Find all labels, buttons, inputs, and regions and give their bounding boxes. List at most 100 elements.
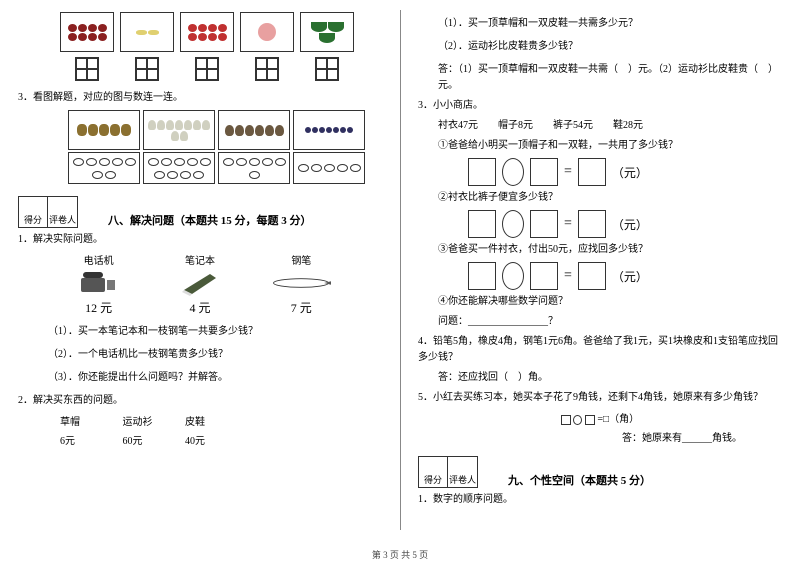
eq5-row[interactable]: =□（角）: [418, 410, 782, 425]
page-footer: 第 3 页 共 5 页: [0, 548, 800, 561]
oval-box-3: [218, 152, 290, 184]
eq-square[interactable]: [468, 210, 496, 238]
picture-match-row: [68, 110, 382, 150]
score-cell-1[interactable]: 得分: [18, 196, 48, 228]
q8-2-text: 2．解决买东西的问题。: [18, 393, 382, 409]
sub-q-21: （1）．买一顶草帽和一双皮鞋一共需多少元？: [438, 16, 782, 31]
q3-1: ①爸爸给小明买一顶帽子和一双鞋，一共用了多少钱？: [438, 138, 782, 154]
shop-header: 草帽 运动衫 皮鞋: [60, 413, 382, 428]
eq-square[interactable]: [578, 158, 606, 186]
phone-icon: [69, 269, 129, 297]
item-price-3: 7 元: [256, 299, 346, 316]
sub-q-22: （2）．运动衫比皮鞋贵多少钱？: [438, 39, 782, 54]
left-column: 3．看图解题，对应的图与数连一连。 得分 评卷人 八、解决问题（本题: [0, 0, 400, 565]
inline-square[interactable]: [585, 415, 595, 425]
q3-2: ②衬衣比裤子便宜多少钱？: [438, 190, 782, 206]
question-3-text: 3．看图解题，对应的图与数连一连。: [18, 90, 382, 106]
inline-circle[interactable]: [573, 415, 582, 425]
oval-box-4: [293, 152, 365, 184]
equals-sign: =: [564, 164, 572, 180]
item-phone: 电话机 12 元: [54, 252, 144, 316]
q3-text: 3．小小商店。: [418, 98, 782, 114]
item-price-1: 12 元: [54, 299, 144, 316]
eq-square[interactable]: [578, 210, 606, 238]
fruit-boxes-row: [60, 12, 382, 52]
oval-box-1: [68, 152, 140, 184]
q8-1-text: 1．解决实际问题。: [18, 232, 382, 248]
sub-q-1: （1）．买一本笔记本和一枝钢笔一共要多少钱？: [48, 324, 382, 339]
fruit-box-3: [180, 12, 234, 52]
answer-grid-1[interactable]: [60, 54, 114, 84]
shop-p-b: 60元: [123, 432, 183, 447]
fruit-box-4: [240, 12, 294, 52]
section-8-title: 八、解决问题（本题共 15 分，每题 3 分）: [108, 212, 312, 228]
sub-q-2: （2）．一个电话机比一枝钢笔贵多少钱？: [48, 347, 382, 362]
shop-h-c: 皮鞋: [185, 413, 245, 428]
equals-sign: =: [564, 268, 572, 284]
q3-prices: 衬衣47元 帽子8元 裤子54元 鞋28元: [438, 118, 782, 134]
ans-4: 答：还应找回（ ）角。: [438, 370, 782, 386]
answer-grid-4[interactable]: [240, 54, 294, 84]
item-name-1: 电话机: [54, 252, 144, 267]
pen-icon: [271, 269, 331, 297]
shop-h-a: 草帽: [60, 413, 120, 428]
oval-count-row: [68, 152, 382, 184]
answer-grid-2[interactable]: [120, 54, 174, 84]
oval-box-2: [143, 152, 215, 184]
q4-text: 4．铅笔5角，橡皮4角，钢笔1元6角。爸爸给了我1元，买1块橡皮和1支铅笔应找回…: [418, 334, 782, 366]
score-cell-2[interactable]: 评卷人: [448, 456, 478, 488]
inline-square[interactable]: [561, 415, 571, 425]
unit-yuan: （元）: [612, 268, 648, 285]
equals-sign: =: [564, 216, 572, 232]
shop-prices: 6元 60元 40元: [60, 432, 382, 447]
shop-p-c: 40元: [185, 432, 245, 447]
item-name-3: 钢笔: [256, 252, 346, 267]
item-row: 电话机 12 元 笔记本 4 元 钢笔 7 元: [48, 252, 352, 316]
eq-square[interactable]: [530, 158, 558, 186]
fruit-box-1: [60, 12, 114, 52]
ans-2: 答：（1）买一顶草帽和一双皮鞋一共需（ ）元。（2）运动衫比皮鞋贵（ ）元。: [438, 62, 782, 94]
notebook-icon: [170, 269, 230, 297]
unit-yuan: （元）: [612, 216, 648, 233]
right-column: （1）．买一顶草帽和一双皮鞋一共需多少元？ （2）．运动衫比皮鞋贵多少钱？ 答：…: [400, 0, 800, 565]
shop-h-b: 运动衫: [123, 413, 183, 428]
ans-5: 答：她原来有______角钱。: [418, 429, 742, 444]
answer-grid-row: [60, 54, 382, 84]
fruit-box-2: [120, 12, 174, 52]
eq-square[interactable]: [578, 262, 606, 290]
eq-square[interactable]: [530, 210, 558, 238]
answer-grid-3[interactable]: [180, 54, 234, 84]
sub-q-3: （3）．你还能提出什么问题吗？并解答。: [48, 370, 382, 385]
item-name-2: 笔记本: [155, 252, 245, 267]
pic-box-4: [293, 110, 365, 150]
q3-4b: 问题：________________？: [438, 314, 782, 330]
item-pen: 钢笔 7 元: [256, 252, 346, 316]
score-box-8: 得分 评卷人 八、解决问题（本题共 15 分，每题 3 分）: [18, 196, 382, 228]
equation-row-3[interactable]: = （元）: [468, 262, 782, 290]
score-box-9: 得分 评卷人 九、个性空间（本题共 5 分）: [418, 456, 782, 488]
score-cell-2[interactable]: 评卷人: [48, 196, 78, 228]
eq-square[interactable]: [468, 262, 496, 290]
q5-text: 5．小红去买练习本，她买本子花了9角钱，还剩下4角钱，她原来有多少角钱？: [418, 390, 782, 406]
eq5-suffix: =□（角）: [597, 414, 639, 425]
eq-square[interactable]: [468, 158, 496, 186]
eq-square[interactable]: [530, 262, 558, 290]
pic-box-3: [218, 110, 290, 150]
q3-4a: ④你还能解决哪些数学问题？: [438, 294, 782, 310]
answer-grid-5[interactable]: [300, 54, 354, 84]
pic-box-1: [68, 110, 140, 150]
section-9-title: 九、个性空间（本题共 5 分）: [508, 472, 651, 488]
equation-row-1[interactable]: = （元）: [468, 158, 782, 186]
pic-box-2: [143, 110, 215, 150]
eq-circle[interactable]: [502, 158, 524, 186]
item-price-2: 4 元: [155, 299, 245, 316]
eq-circle[interactable]: [502, 262, 524, 290]
q3-3: ③爸爸买一件衬衣，付出50元，应找回多少钱？: [438, 242, 782, 258]
unit-yuan: （元）: [612, 164, 648, 181]
equation-row-2[interactable]: = （元）: [468, 210, 782, 238]
q9-1-text: 1．数字的顺序问题。: [418, 492, 782, 508]
fruit-box-5: [300, 12, 354, 52]
eq-circle[interactable]: [502, 210, 524, 238]
score-cell-1[interactable]: 得分: [418, 456, 448, 488]
shop-p-a: 6元: [60, 432, 120, 447]
